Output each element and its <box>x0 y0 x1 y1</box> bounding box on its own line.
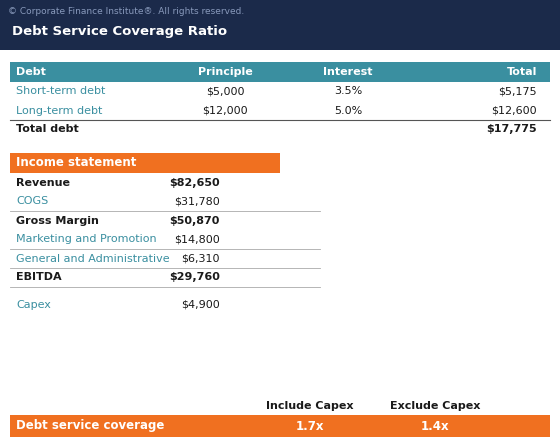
Text: Marketing and Promotion: Marketing and Promotion <box>16 235 157 245</box>
Text: Interest: Interest <box>323 67 373 77</box>
Text: $50,870: $50,870 <box>170 215 220 225</box>
Bar <box>10 120 550 139</box>
Text: $31,780: $31,780 <box>174 197 220 207</box>
Text: Revenue: Revenue <box>16 177 70 187</box>
Text: Debt: Debt <box>16 67 46 77</box>
Text: $14,800: $14,800 <box>174 235 220 245</box>
Text: EBITDA: EBITDA <box>16 273 62 283</box>
Bar <box>10 153 280 173</box>
Text: General and Administrative: General and Administrative <box>16 253 170 263</box>
Bar <box>10 192 320 211</box>
Text: 3.5%: 3.5% <box>334 87 362 97</box>
Text: Capex: Capex <box>16 299 51 309</box>
Text: Long-term debt: Long-term debt <box>16 105 102 115</box>
Text: Gross Margin: Gross Margin <box>16 215 99 225</box>
Text: $17,775: $17,775 <box>487 125 537 135</box>
Text: Principle: Principle <box>198 67 253 77</box>
Bar <box>10 295 320 314</box>
Text: $4,900: $4,900 <box>181 299 220 309</box>
Bar <box>10 62 550 82</box>
Bar <box>0 50 560 447</box>
Text: 1.4x: 1.4x <box>421 419 449 433</box>
Text: Short-term debt: Short-term debt <box>16 87 105 97</box>
Bar <box>10 82 550 101</box>
Text: $5,175: $5,175 <box>498 87 537 97</box>
Text: Debt Service Coverage Ratio: Debt Service Coverage Ratio <box>12 25 227 38</box>
Bar <box>10 173 320 192</box>
Text: 5.0%: 5.0% <box>334 105 362 115</box>
Text: $12,000: $12,000 <box>202 105 248 115</box>
Text: $5,000: $5,000 <box>206 87 244 97</box>
Text: Total: Total <box>507 67 537 77</box>
Text: Total debt: Total debt <box>16 125 79 135</box>
Text: COGS: COGS <box>16 197 48 207</box>
Text: $6,310: $6,310 <box>181 253 220 263</box>
Text: Income statement: Income statement <box>16 156 137 169</box>
Text: $82,650: $82,650 <box>169 177 220 187</box>
Text: Exclude Capex: Exclude Capex <box>390 401 480 411</box>
Bar <box>10 101 550 120</box>
Text: 1.7x: 1.7x <box>296 419 324 433</box>
Text: Include Capex: Include Capex <box>266 401 354 411</box>
Bar <box>10 415 550 437</box>
Text: © Corporate Finance Institute®. All rights reserved.: © Corporate Finance Institute®. All righ… <box>8 7 244 16</box>
Bar <box>10 211 320 230</box>
Text: $29,760: $29,760 <box>169 273 220 283</box>
Text: Debt service coverage: Debt service coverage <box>16 419 165 433</box>
Bar <box>0 0 560 50</box>
Bar <box>10 268 320 287</box>
Text: $12,600: $12,600 <box>491 105 537 115</box>
Bar <box>10 230 320 249</box>
Bar <box>10 249 320 268</box>
